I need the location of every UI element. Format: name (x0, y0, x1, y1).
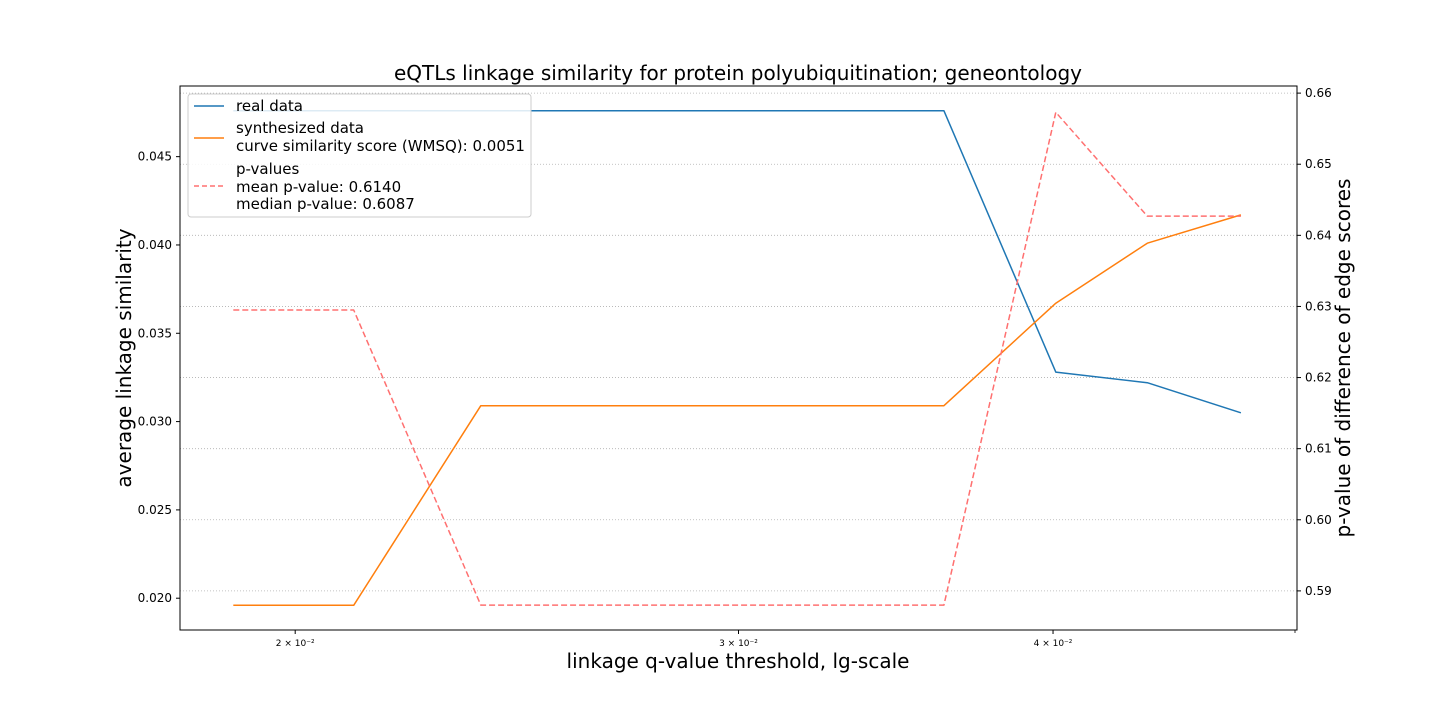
series-line-p-values (233, 111, 1241, 606)
left-tick-label: 0.030 (138, 415, 172, 429)
legend-label-mean-pvalue: mean p-value: 0.6140 (236, 178, 401, 196)
legend-box (187, 93, 532, 218)
legend-label-median-pvalue: median p-value: 0.6087 (236, 195, 415, 213)
right-tick-label: 0.59 (1305, 584, 1332, 598)
legend: real data synthesized data curve similar… (187, 93, 532, 218)
legend-label-synth: synthesized data (236, 119, 364, 137)
legend-label-wmsq: curve similarity score (WMSQ): 0.0051 (236, 137, 525, 155)
right-tick-label: 0.65 (1305, 157, 1332, 171)
right-tick-label: 0.60 (1305, 513, 1332, 527)
legend-label-real: real data (236, 97, 303, 115)
x-tick-label: 3 × 10⁻² (719, 639, 758, 649)
left-tick-label: 0.035 (138, 326, 172, 340)
series-line-synthesized-data (233, 214, 1242, 607)
x-tick-label: 2 × 10⁻² (276, 639, 315, 649)
right-tick-label: 0.61 (1305, 442, 1332, 456)
x-axis: 2 × 10⁻² 3 × 10⁻² 4 × 10⁻² (276, 630, 1296, 649)
right-tick-label: 0.62 (1305, 371, 1332, 385)
right-y-axis: 0.59 0.60 0.61 0.62 0.63 0.64 0.65 0.66 (1297, 86, 1332, 598)
left-tick-label: 0.045 (138, 150, 172, 164)
right-y-axis-label: p-value of difference of edge scores (1331, 179, 1355, 538)
right-tick-label: 0.64 (1305, 228, 1332, 242)
legend-label-pvalues: p-values (236, 160, 300, 178)
right-tick-label: 0.66 (1305, 86, 1332, 100)
left-tick-label: 0.020 (138, 591, 172, 605)
left-tick-label: 0.040 (138, 238, 172, 252)
x-axis-label: linkage q-value threshold, lg-scale (567, 649, 910, 673)
right-tick-label: 0.63 (1305, 299, 1332, 313)
chart-title: eQTLs linkage similarity for protein pol… (394, 61, 1082, 85)
left-y-axis-label: average linkage similarity (112, 228, 136, 487)
left-tick-label: 0.025 (138, 503, 172, 517)
left-y-axis: 0.020 0.025 0.030 0.035 0.040 0.045 (138, 150, 180, 605)
x-tick-label: 4 × 10⁻² (1034, 639, 1073, 649)
